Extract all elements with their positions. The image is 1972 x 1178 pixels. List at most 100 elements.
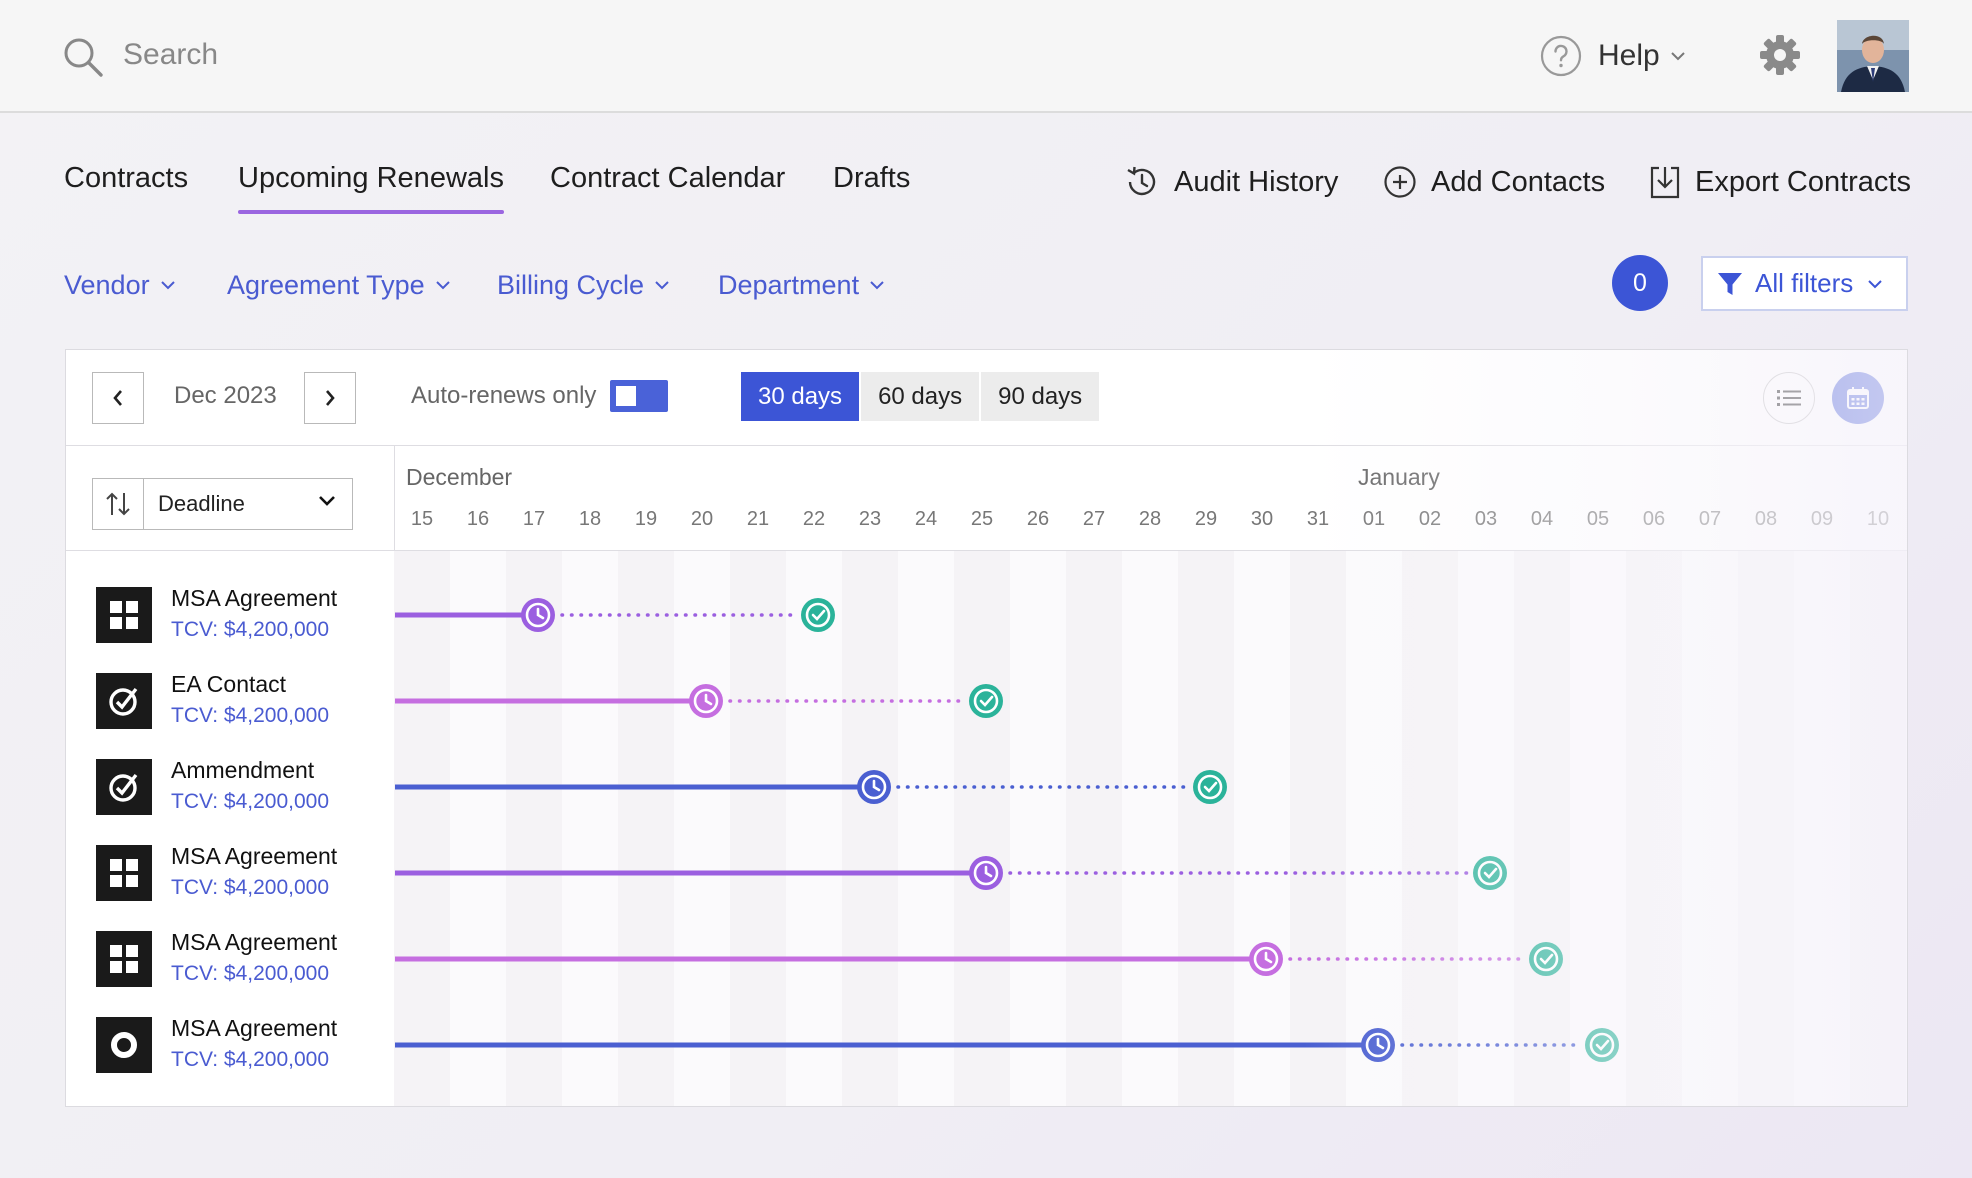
deadline-check-icon[interactable] [1585,1028,1619,1062]
range-90-days-button[interactable]: 90 days [998,382,1083,410]
range-60-days-button[interactable]: 60 days [861,372,982,421]
contract-row[interactable]: MSA Agreement TCV: $4,200,000 [96,929,386,989]
avatar-photo [1837,20,1909,92]
next-month-button[interactable] [304,372,356,424]
billing-cycle-filter[interactable]: Billing Cycle [497,265,670,305]
previous-month-button[interactable] [92,372,144,424]
grid-icon [96,931,152,987]
chevron-down-icon [319,496,335,506]
range-selector: 30 days 60 days 90 days [741,372,1100,421]
day-label: 03 [1474,508,1498,530]
day-label: 07 [1698,508,1722,530]
contract-tcv: TCV: $4,200,000 [171,618,329,641]
day-label: 05 [1586,508,1610,530]
day-label: 16 [466,508,490,530]
month-label: December [406,464,513,490]
help-menu[interactable]: Help [1540,33,1686,79]
add-contacts-button[interactable]: Add Contacts [1383,160,1605,204]
contract-title: MSA Agreement [171,929,338,955]
day-label: 06 [1642,508,1666,530]
contract-title: MSA Agreement [171,1015,338,1041]
check-circle-icon [96,673,152,729]
chevron-down-icon [655,281,669,290]
contract-row[interactable]: MSA Agreement TCV: $4,200,000 [96,585,386,645]
notice-date-clock-icon[interactable] [1249,942,1283,976]
audit-history-button[interactable]: Audit History [1124,160,1338,204]
sort-by-select[interactable]: Deadline [143,478,353,530]
sort-arrows-icon [106,492,130,516]
day-label: 23 [858,508,882,530]
renewal-bar[interactable] [395,1028,1619,1062]
sort-direction-button[interactable] [92,478,144,530]
gear-icon[interactable] [1758,33,1802,77]
deadline-check-icon[interactable] [1529,942,1563,976]
day-label: 28 [1138,508,1162,530]
deadline-check-icon[interactable] [969,684,1003,718]
auto-renews-label: Auto-renews only [411,382,597,409]
notice-date-clock-icon[interactable] [521,598,555,632]
export-contracts-label: Export Contracts [1695,165,1911,198]
download-icon [1650,166,1680,199]
contract-row[interactable]: EA Contact TCV: $4,200,000 [96,671,386,731]
top-bar: Help [0,0,1972,113]
contract-row[interactable]: MSA Agreement TCV: $4,200,000 [96,1015,386,1075]
chevron-down-icon [435,281,450,290]
contract-tcv: TCV: $4,200,000 [171,962,329,985]
deadline-check-icon[interactable] [801,598,835,632]
day-label: 22 [802,508,826,530]
renewal-bar[interactable] [395,770,1227,804]
day-label: 02 [1418,508,1442,530]
day-label: 24 [914,508,938,530]
export-contracts-button[interactable]: Export Contracts [1649,160,1911,204]
tab-contract-calendar[interactable]: Contract Calendar [550,162,786,194]
auto-renews-toggle[interactable] [610,380,668,412]
audit-history-label: Audit History [1174,165,1339,198]
contract-row[interactable]: MSA Agreement TCV: $4,200,000 [96,843,386,903]
tab-contracts[interactable]: Contracts [64,162,189,194]
day-label: 09 [1810,508,1834,530]
range-30-days-button[interactable]: 30 days [741,372,862,421]
all-filters-label: All filters [1755,268,1854,298]
agreement-type-filter[interactable]: Agreement Type [227,265,451,305]
calendar-view-button[interactable] [1832,372,1884,424]
renewal-bar[interactable] [395,942,1563,976]
current-month-label: Dec 2023 [174,382,277,409]
notice-date-clock-icon[interactable] [1361,1028,1395,1062]
day-label: 20 [690,508,714,530]
deadline-check-icon[interactable] [1473,856,1507,890]
history-icon [1127,166,1156,196]
list-icon [1777,390,1801,406]
funnel-icon [1718,272,1742,295]
contract-title: Ammendment [171,757,315,783]
list-view-button[interactable] [1763,372,1815,424]
vendor-filter-label: Vendor [64,269,150,300]
department-filter-label: Department [718,269,860,300]
tab-upcoming-renewals[interactable]: Upcoming Renewals [238,162,504,214]
notice-date-clock-icon[interactable] [857,770,891,804]
notice-date-clock-icon[interactable] [969,856,1003,890]
day-label: 08 [1754,508,1778,530]
renewal-bar[interactable] [395,684,1003,718]
notice-date-clock-icon[interactable] [689,684,723,718]
tab-drafts[interactable]: Drafts [833,162,911,194]
active-filter-count-badge: 0 [1612,255,1668,311]
renewal-timeline-chart [395,598,1619,1062]
all-filters-button[interactable]: All filters [1701,256,1908,311]
ring-icon [96,1017,152,1073]
contract-row[interactable]: Ammendment TCV: $4,200,000 [96,757,386,817]
add-contacts-label: Add Contacts [1431,165,1606,198]
day-label: 21 [746,508,770,530]
renewal-bar[interactable] [395,856,1507,890]
contract-tcv: TCV: $4,200,000 [171,1048,329,1071]
renewal-bar[interactable] [395,598,835,632]
avatar[interactable] [1837,20,1909,92]
sort-by-label: Deadline [158,491,245,516]
day-label: 17 [522,508,546,530]
contract-list: MSA Agreement TCV: $4,200,000 EA Contact TC… [66,551,395,1106]
search-input[interactable] [110,30,610,80]
day-label: 19 [634,508,658,530]
day-label: 29 [1194,508,1218,530]
vendor-filter[interactable]: Vendor [64,265,176,305]
deadline-check-icon[interactable] [1193,770,1227,804]
department-filter[interactable]: Department [718,265,885,305]
